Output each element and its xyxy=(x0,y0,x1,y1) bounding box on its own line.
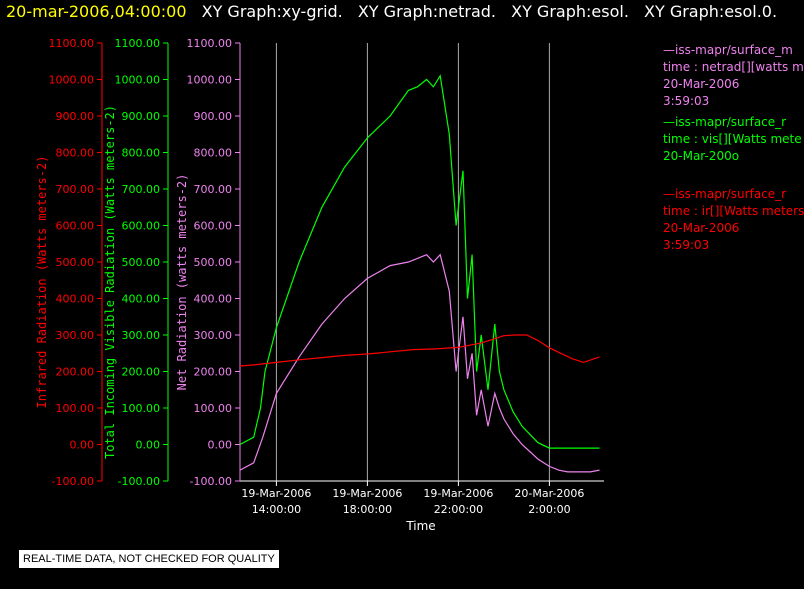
x-tick-label: 19-Mar-2006 xyxy=(332,487,402,500)
quality-disclaimer: REAL-TIME DATA, NOT CHECKED FOR QUALITY xyxy=(19,550,279,568)
y-tick-label: 300.00 xyxy=(56,329,95,342)
y-tick-label: 1100.00 xyxy=(115,37,161,50)
legend-line: 3:59:03 xyxy=(663,94,710,108)
y-tick-label: 700.00 xyxy=(194,183,233,196)
y-tick-label: -100.00 xyxy=(190,475,232,488)
y-tick-label: 100.00 xyxy=(122,402,161,415)
y-tick-label: 300.00 xyxy=(122,329,161,342)
x-tick-label: 14:00:00 xyxy=(252,503,301,516)
y-tick-label: 1000.00 xyxy=(115,74,161,87)
legend-line: 3:59:03 xyxy=(663,238,710,252)
y-tick-label: 300.00 xyxy=(194,329,233,342)
x-axis-label: Time xyxy=(405,519,435,533)
y-tick-label: 500.00 xyxy=(56,256,95,269)
y-tick-label: 1000.00 xyxy=(187,74,233,87)
legend-vis: —iss-mapr/surface_r time : vis[][Watts m… xyxy=(663,114,804,165)
y-tick-label: 700.00 xyxy=(56,183,95,196)
series-line-vis xyxy=(239,74,600,449)
y-axis-label: Net Radiation (watts meters-2) xyxy=(175,174,189,391)
y-tick-label: 200.00 xyxy=(194,366,233,379)
y-tick-label: -100.00 xyxy=(118,475,160,488)
y-tick-label: 500.00 xyxy=(194,256,233,269)
series-line-netrad xyxy=(239,253,600,473)
y-tick-label: 200.00 xyxy=(56,366,95,379)
y-tick-label: 400.00 xyxy=(122,293,161,306)
y-tick-label: 400.00 xyxy=(194,293,233,306)
legend-line: 20-Mar-2006 xyxy=(663,221,740,235)
graph-title-xy-grid: XY Graph:xy-grid. xyxy=(201,2,343,21)
y-tick-label: 400.00 xyxy=(56,293,95,306)
y-tick-label: 0.00 xyxy=(208,439,233,452)
x-tick-label: 19-Mar-2006 xyxy=(241,487,311,500)
y-tick-label: 500.00 xyxy=(122,256,161,269)
y-tick-label: 900.00 xyxy=(194,110,233,123)
y-tick-label: 800.00 xyxy=(194,147,233,160)
legend-line: —iss-mapr/surface_r xyxy=(663,187,787,201)
legend-line: —iss-mapr/surface_m xyxy=(663,43,793,57)
y-tick-label: 600.00 xyxy=(194,220,233,233)
y-tick-label: 600.00 xyxy=(56,220,95,233)
x-tick-label: 22:00:00 xyxy=(434,503,483,516)
legend-netrad: —iss-mapr/surface_m time : netrad[][watt… xyxy=(663,42,804,110)
legend-line: time : vis[][Watts mete xyxy=(663,132,802,146)
legend-line: 20-Mar-200o xyxy=(663,149,740,163)
x-tick-label: 20-Mar-2006 xyxy=(514,487,584,500)
y-tick-label: -100.00 xyxy=(52,475,94,488)
y-tick-label: 700.00 xyxy=(122,183,161,196)
y-tick-label: 800.00 xyxy=(56,147,95,160)
y-tick-label: 100.00 xyxy=(194,402,233,415)
series-line-ir xyxy=(239,334,600,367)
y-tick-label: 200.00 xyxy=(122,366,161,379)
legend-line: time : ir[][Watts meters xyxy=(663,204,804,218)
graph-header: 20-mar-2006,04:00:00 XY Graph:xy-grid. X… xyxy=(6,2,787,21)
legend-line: time : netrad[][watts m xyxy=(663,60,804,74)
y-tick-label: 900.00 xyxy=(56,110,95,123)
y-tick-label: 1100.00 xyxy=(49,37,95,50)
y-tick-label: 0.00 xyxy=(70,439,95,452)
legend-line: —iss-mapr/surface_r xyxy=(663,115,787,129)
x-tick-label: 18:00:00 xyxy=(343,503,392,516)
x-tick-label: 19-Mar-2006 xyxy=(423,487,493,500)
timestamp: 20-mar-2006,04:00:00 xyxy=(6,2,187,21)
graph-title-netrad: XY Graph:netrad. xyxy=(357,2,497,21)
graph-title-esol-0: XY Graph:esol.0. xyxy=(644,2,778,21)
y-axis-label: Total Incoming Visible Radiation (Watts … xyxy=(103,105,117,459)
y-tick-label: 1000.00 xyxy=(49,74,95,87)
y-tick-label: 800.00 xyxy=(122,147,161,160)
y-tick-label: 0.00 xyxy=(136,439,161,452)
y-tick-label: 600.00 xyxy=(122,220,161,233)
y-tick-label: 900.00 xyxy=(122,110,161,123)
y-tick-label: 1100.00 xyxy=(187,37,233,50)
legend-ir: —iss-mapr/surface_r time : ir[][Watts me… xyxy=(663,186,804,254)
x-tick-label: 2:00:00 xyxy=(528,503,570,516)
legend-line: 20-Mar-2006 xyxy=(663,77,740,91)
graph-title-esol: XY Graph:esol. xyxy=(511,2,629,21)
y-tick-label: 100.00 xyxy=(56,402,95,415)
y-axis-label: Infrared Radiation (Watts meters-2) xyxy=(35,156,49,409)
